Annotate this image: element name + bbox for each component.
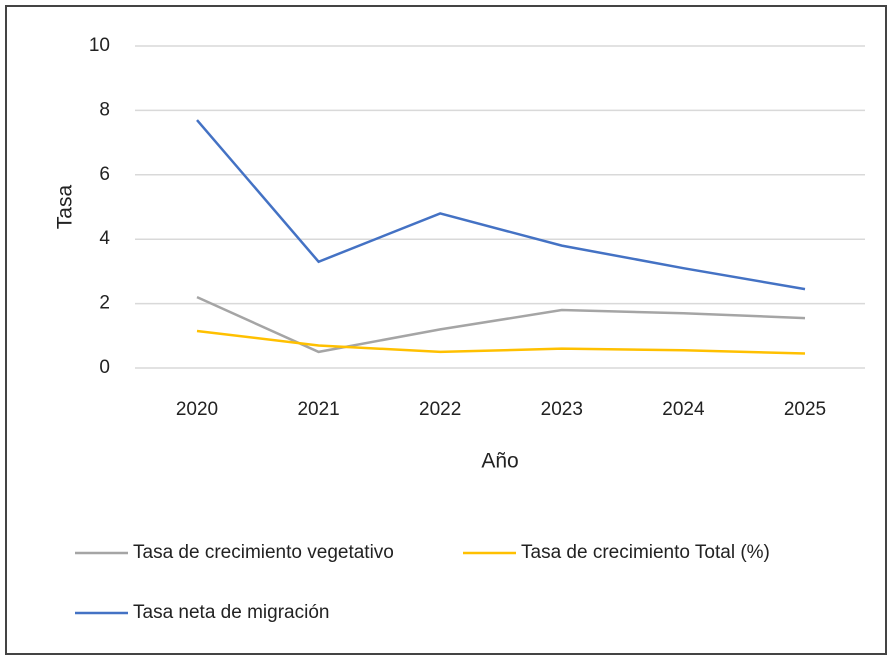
- y-tick-label: 0: [99, 357, 110, 378]
- x-tick-label: 2023: [541, 399, 583, 420]
- y-tick-label: 4: [99, 228, 110, 249]
- legend-label: Tasa de crecimiento Total (%): [521, 542, 770, 563]
- series-line: [196, 119, 806, 291]
- x-tick-label: 2022: [419, 399, 461, 420]
- chart-border: [5, 5, 887, 655]
- x-axis-title: Año: [481, 450, 518, 473]
- x-tick-label: 2021: [297, 399, 339, 420]
- x-tick-label: 2020: [176, 399, 218, 420]
- y-tick-label: 8: [99, 99, 110, 120]
- legend-label: Tasa de crecimiento vegetativo: [133, 542, 394, 563]
- series-line: [196, 329, 806, 355]
- y-tick-label: 2: [99, 293, 110, 314]
- x-tick-label: 2024: [662, 399, 705, 420]
- y-tick-label: 6: [99, 164, 110, 185]
- y-axis-title: Tasa: [54, 185, 77, 230]
- legend-label: Tasa neta de migración: [133, 602, 329, 623]
- x-tick-label: 2025: [784, 399, 826, 420]
- y-tick-label: 10: [89, 35, 110, 56]
